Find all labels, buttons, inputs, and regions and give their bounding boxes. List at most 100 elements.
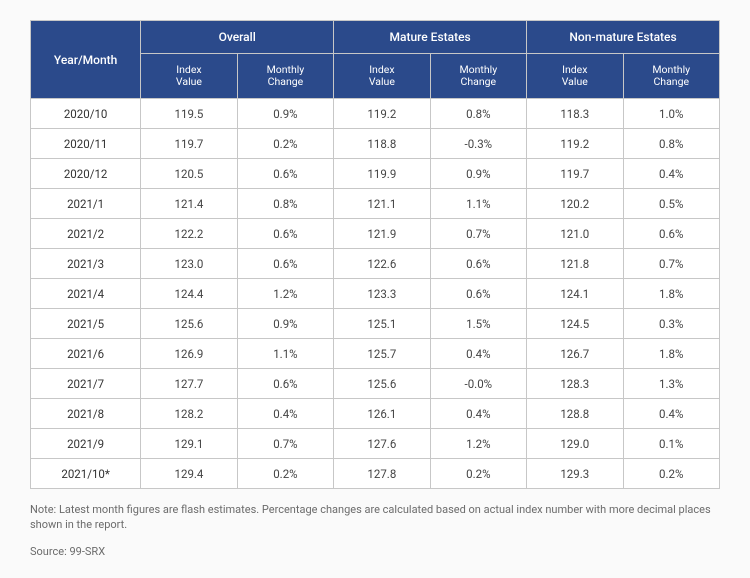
cell-mature-change: 0.9% xyxy=(430,159,526,189)
cell-mature-index: 121.9 xyxy=(334,219,430,249)
cell-overall-index: 128.2 xyxy=(141,399,237,429)
cell-mature-change: 1.1% xyxy=(430,189,526,219)
cell-year-month: 2020/11 xyxy=(31,129,141,159)
cell-mature-index: 122.6 xyxy=(334,249,430,279)
cell-year-month: 2020/12 xyxy=(31,159,141,189)
cell-overall-index: 123.0 xyxy=(141,249,237,279)
table-row: 2020/10119.50.9%119.20.8%118.31.0% xyxy=(31,99,720,129)
table-row: 2021/7127.70.6%125.6-0.0%128.31.3% xyxy=(31,369,720,399)
cell-overall-index: 126.9 xyxy=(141,339,237,369)
cell-mature-index: 126.1 xyxy=(334,399,430,429)
cell-nonmature-index: 118.3 xyxy=(527,99,623,129)
cell-mature-index: 125.6 xyxy=(334,369,430,399)
col-group-mature: Mature Estates xyxy=(334,21,527,54)
cell-nonmature-change: 0.3% xyxy=(623,309,720,339)
cell-nonmature-index: 119.7 xyxy=(527,159,623,189)
cell-mature-index: 127.8 xyxy=(334,459,430,489)
cell-overall-index: 129.1 xyxy=(141,429,237,459)
col-year-month: Year/Month xyxy=(31,21,141,99)
table-row: 2021/8128.20.4%126.10.4%128.80.4% xyxy=(31,399,720,429)
cell-year-month: 2021/9 xyxy=(31,429,141,459)
cell-nonmature-change: 0.6% xyxy=(623,219,720,249)
cell-mature-change: 1.5% xyxy=(430,309,526,339)
cell-overall-index: 127.7 xyxy=(141,369,237,399)
cell-nonmature-index: 124.5 xyxy=(527,309,623,339)
table-row: 2021/6126.91.1%125.70.4%126.71.8% xyxy=(31,339,720,369)
cell-year-month: 2020/10 xyxy=(31,99,141,129)
col-overall-change: MonthlyChange xyxy=(237,54,333,99)
cell-mature-index: 125.1 xyxy=(334,309,430,339)
cell-overall-change: 0.6% xyxy=(237,249,333,279)
cell-nonmature-change: 0.4% xyxy=(623,399,720,429)
source-line: Source: 99-SRX xyxy=(30,545,720,558)
cell-mature-change: 0.4% xyxy=(430,399,526,429)
col-overall-index: IndexValue xyxy=(141,54,237,99)
cell-mature-index: 118.8 xyxy=(334,129,430,159)
cell-year-month: 2021/7 xyxy=(31,369,141,399)
cell-mature-index: 125.7 xyxy=(334,339,430,369)
cell-nonmature-index: 119.2 xyxy=(527,129,623,159)
cell-year-month: 2021/4 xyxy=(31,279,141,309)
table-row: 2020/12120.50.6%119.90.9%119.70.4% xyxy=(31,159,720,189)
cell-overall-index: 122.2 xyxy=(141,219,237,249)
index-table: Year/Month Overall Mature Estates Non-ma… xyxy=(30,20,720,489)
col-mature-change: MonthlyChange xyxy=(430,54,526,99)
cell-mature-index: 127.6 xyxy=(334,429,430,459)
cell-nonmature-change: 0.5% xyxy=(623,189,720,219)
cell-year-month: 2021/6 xyxy=(31,339,141,369)
cell-nonmature-change: 1.8% xyxy=(623,279,720,309)
cell-nonmature-index: 124.1 xyxy=(527,279,623,309)
cell-overall-change: 1.2% xyxy=(237,279,333,309)
cell-mature-change: 0.6% xyxy=(430,249,526,279)
cell-year-month: 2021/2 xyxy=(31,219,141,249)
cell-nonmature-change: 1.3% xyxy=(623,369,720,399)
cell-nonmature-change: 0.1% xyxy=(623,429,720,459)
cell-overall-index: 119.7 xyxy=(141,129,237,159)
cell-overall-change: 0.4% xyxy=(237,399,333,429)
cell-year-month: 2021/10* xyxy=(31,459,141,489)
cell-nonmature-change: 0.2% xyxy=(623,459,720,489)
cell-overall-index: 129.4 xyxy=(141,459,237,489)
cell-overall-change: 0.2% xyxy=(237,129,333,159)
cell-overall-change: 0.9% xyxy=(237,309,333,339)
cell-nonmature-index: 128.8 xyxy=(527,399,623,429)
cell-nonmature-index: 121.8 xyxy=(527,249,623,279)
cell-nonmature-change: 0.7% xyxy=(623,249,720,279)
cell-overall-change: 0.6% xyxy=(237,369,333,399)
cell-nonmature-change: 1.8% xyxy=(623,339,720,369)
cell-overall-index: 119.5 xyxy=(141,99,237,129)
footnote: Note: Latest month figures are flash est… xyxy=(30,503,720,533)
cell-overall-index: 125.6 xyxy=(141,309,237,339)
table-row: 2020/11119.70.2%118.8-0.3%119.20.8% xyxy=(31,129,720,159)
cell-overall-index: 120.5 xyxy=(141,159,237,189)
cell-mature-change: 0.8% xyxy=(430,99,526,129)
cell-mature-index: 123.3 xyxy=(334,279,430,309)
col-group-nonmature: Non-mature Estates xyxy=(527,21,720,54)
cell-nonmature-index: 120.2 xyxy=(527,189,623,219)
cell-overall-change: 0.7% xyxy=(237,429,333,459)
cell-nonmature-change: 0.4% xyxy=(623,159,720,189)
cell-overall-change: 0.9% xyxy=(237,99,333,129)
cell-nonmature-index: 126.7 xyxy=(527,339,623,369)
cell-overall-change: 1.1% xyxy=(237,339,333,369)
cell-year-month: 2021/5 xyxy=(31,309,141,339)
cell-overall-change: 0.6% xyxy=(237,219,333,249)
table-row: 2021/2122.20.6%121.90.7%121.00.6% xyxy=(31,219,720,249)
col-group-overall: Overall xyxy=(141,21,334,54)
cell-mature-change: 0.7% xyxy=(430,219,526,249)
table-row: 2021/10*129.40.2%127.80.2%129.30.2% xyxy=(31,459,720,489)
table-row: 2021/9129.10.7%127.61.2%129.00.1% xyxy=(31,429,720,459)
cell-mature-change: -0.0% xyxy=(430,369,526,399)
cell-mature-change: 1.2% xyxy=(430,429,526,459)
cell-mature-change: 0.6% xyxy=(430,279,526,309)
col-nonmature-index: IndexValue xyxy=(527,54,623,99)
cell-year-month: 2021/1 xyxy=(31,189,141,219)
cell-overall-index: 121.4 xyxy=(141,189,237,219)
table-row: 2021/3123.00.6%122.60.6%121.80.7% xyxy=(31,249,720,279)
cell-mature-change: 0.4% xyxy=(430,339,526,369)
cell-overall-change: 0.6% xyxy=(237,159,333,189)
cell-nonmature-index: 121.0 xyxy=(527,219,623,249)
cell-nonmature-change: 0.8% xyxy=(623,129,720,159)
table-row: 2021/1121.40.8%121.11.1%120.20.5% xyxy=(31,189,720,219)
cell-nonmature-index: 128.3 xyxy=(527,369,623,399)
